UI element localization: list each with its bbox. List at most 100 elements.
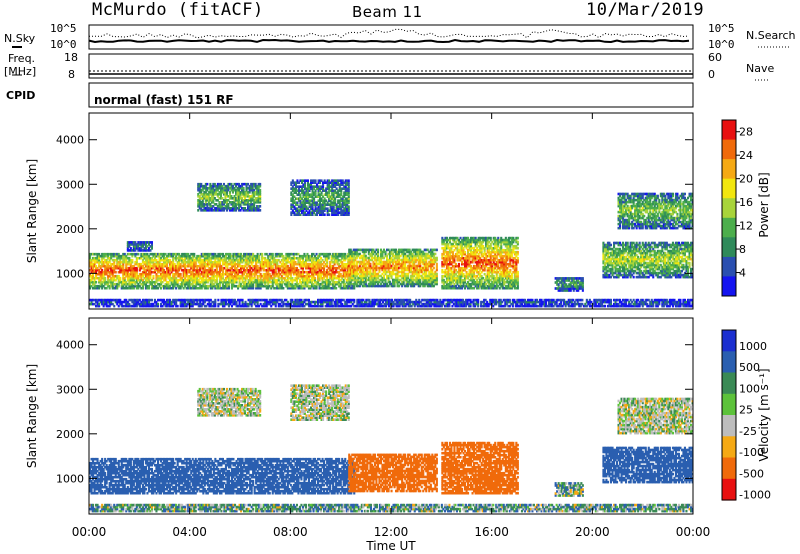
power-echo-cell — [244, 260, 247, 264]
power-echo-cell — [479, 284, 482, 288]
power-echo-cell — [504, 258, 507, 262]
power-echo-cell — [101, 270, 104, 274]
power-echo-cell — [163, 264, 166, 268]
power-echo-cell — [125, 270, 128, 274]
power-echo-cell — [606, 273, 609, 277]
power-echo-cell — [399, 250, 402, 254]
power-echo-cell — [489, 236, 492, 240]
power-echo-cell — [416, 258, 419, 262]
power-echo-cell — [435, 268, 438, 272]
power-echo-cell — [459, 266, 462, 270]
power-echo-cell — [456, 242, 459, 246]
power-echo-cell — [420, 266, 423, 270]
power-echo-cell — [369, 272, 372, 276]
power-echo-cell — [309, 286, 312, 290]
power-echo-cell — [111, 280, 114, 284]
power-echo-cell — [323, 266, 326, 270]
power-echo-cell — [146, 272, 149, 276]
power-echo-cell — [363, 282, 366, 286]
power-echo-cell — [209, 264, 212, 268]
power-echo-cell — [647, 241, 650, 245]
power-echo-cell — [271, 270, 274, 274]
power-echo-cell — [513, 238, 516, 242]
power-echo-cell — [468, 264, 471, 268]
power-echo-cell — [187, 254, 190, 258]
power-echo-cell — [206, 278, 209, 282]
power-echo-cell — [176, 270, 179, 274]
power-echo-cell — [504, 240, 507, 244]
power-echo-cell — [220, 252, 223, 256]
power-echo-cell — [401, 260, 404, 264]
power-echo-cell — [425, 266, 428, 270]
power-echo-cell — [565, 289, 568, 292]
power-echo-cell — [105, 286, 108, 290]
power-echo-cell — [507, 272, 510, 276]
power-echo-cell — [252, 254, 255, 258]
power-echo-cell — [211, 274, 214, 278]
power-echo-cell — [307, 276, 310, 280]
power-echo-cell — [300, 262, 303, 266]
power-echo-cell — [565, 283, 568, 286]
power-echo-cell — [559, 277, 562, 280]
power-echo-cell — [650, 259, 653, 263]
power-echo-cell — [355, 252, 358, 256]
power-echo-cell — [173, 276, 176, 280]
power-echo-cell — [291, 256, 294, 260]
power-echo-cell — [471, 254, 474, 258]
power-echo-cell — [227, 258, 230, 262]
power-echo-cell — [303, 282, 306, 286]
power-echo-cell — [413, 278, 416, 282]
power-echo-cell — [480, 260, 483, 264]
power-echo-cell — [506, 246, 509, 250]
power-echo-cell — [276, 264, 279, 268]
power-echo-cell — [375, 248, 378, 252]
power-echo-cell — [434, 280, 437, 284]
power-echo-cell — [503, 258, 506, 262]
power-echo-cell — [451, 254, 454, 258]
power-echo-cell — [323, 284, 326, 288]
power-echo-cell — [169, 268, 172, 272]
power-echo-cell — [238, 280, 241, 284]
power-echo-cell — [509, 276, 512, 280]
power-echo-cell — [315, 252, 318, 256]
power-echo-cell — [563, 281, 566, 284]
power-echo-cell — [307, 266, 310, 270]
power-echo-cell — [448, 252, 451, 256]
power-echo-cell — [363, 264, 366, 268]
power-echo-cell — [92, 282, 95, 286]
power-echo-cell — [237, 262, 240, 266]
power-echo-cell — [286, 284, 289, 288]
power-echo-cell — [270, 252, 273, 256]
power-echo-cell — [467, 238, 470, 242]
power-echo-cell — [348, 264, 351, 268]
power-echo-cell — [312, 262, 315, 266]
power-echo-cell — [622, 257, 625, 261]
power-echo-cell — [376, 266, 379, 270]
power-echo-cell — [304, 260, 307, 264]
power-echo-cell — [562, 281, 565, 284]
power-echo-cell — [338, 276, 341, 280]
power-echo-cell — [243, 286, 246, 290]
power-echo-cell — [122, 278, 125, 282]
power-echo-cell — [428, 264, 431, 268]
power-echo-cell — [104, 278, 107, 282]
power-echo-cell — [125, 282, 128, 286]
power-echo-cell — [234, 252, 237, 256]
power-echo-cell — [467, 262, 470, 266]
power-echo-cell — [605, 253, 608, 257]
power-echo-cell — [294, 252, 297, 256]
power-echo-cell — [125, 254, 128, 258]
power-echo-cell — [646, 257, 649, 261]
power-echo-cell — [653, 241, 656, 245]
power-echo-cell — [264, 276, 267, 280]
power-echo-cell — [483, 238, 486, 242]
power-echo-cell — [442, 278, 445, 282]
power-echo-cell — [224, 252, 227, 256]
power-echo-cell — [235, 278, 238, 282]
power-echo-cell — [332, 252, 335, 256]
power-echo-cell — [164, 286, 167, 290]
power-echo-cell — [448, 272, 451, 276]
power-echo-cell — [147, 266, 150, 270]
power-echo-cell — [199, 274, 202, 278]
power-echo-cell — [89, 252, 92, 256]
